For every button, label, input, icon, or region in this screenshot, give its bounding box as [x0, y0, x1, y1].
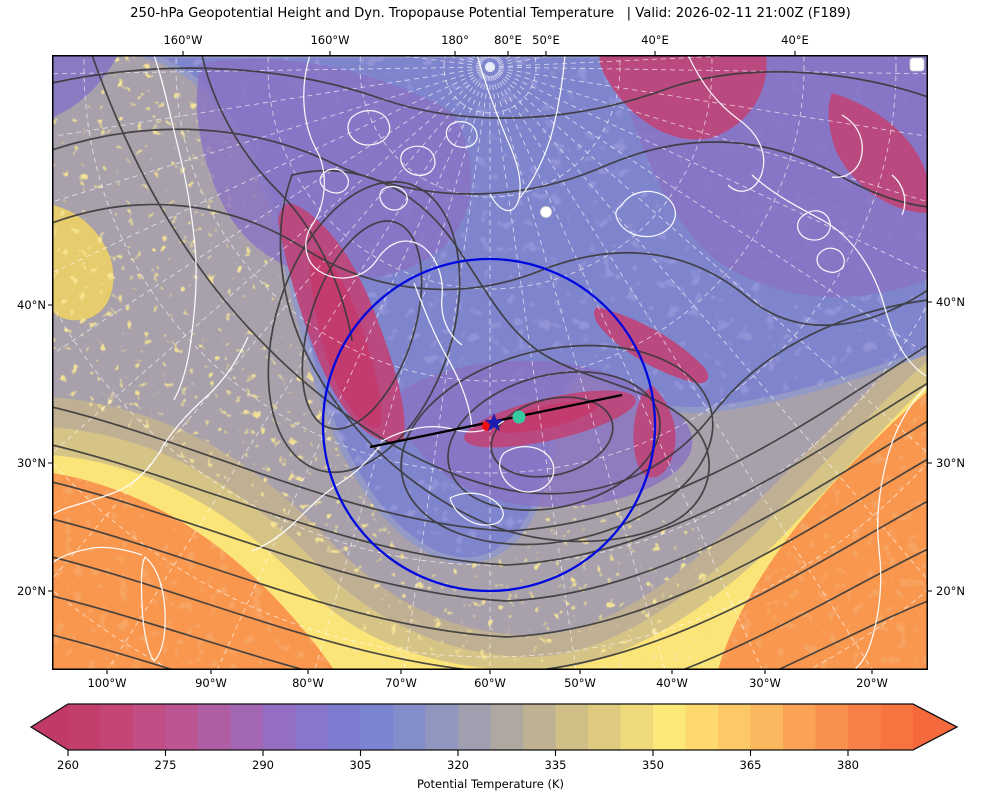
geopotential-height-contours [52, 55, 928, 670]
latlon-graticule [52, 55, 928, 670]
left-axis-tick-label: 40°N [17, 298, 46, 312]
colorbar-tick-label: 290 [252, 758, 274, 772]
top-axis-tick-label: 50°E [532, 33, 560, 47]
bottom-axis-tick-label: 60°W [474, 676, 506, 690]
colorbar-under-arrow [31, 704, 68, 750]
colorbar-tick-label: 380 [837, 758, 859, 772]
bottom-axis-tick-label: 70°W [385, 676, 417, 690]
colorbar-tick-label: 335 [544, 758, 567, 772]
colorbar-over-arrow [913, 704, 957, 750]
colorbar-tick-label: 320 [447, 758, 469, 772]
theta-blue-corner-patch [52, 55, 118, 118]
bottom-axis-tick-label: 40°W [656, 676, 688, 690]
right-axis-tick-label: 20°N [936, 584, 965, 598]
coastlines [52, 55, 928, 670]
left-axis-tick-label: 20°N [17, 584, 46, 598]
storm-center-star-marker [484, 413, 504, 432]
right-axis-tick-label: 40°N [936, 295, 965, 309]
right-axis-tick-label: 30°N [936, 456, 965, 470]
colorbar-tick-label: 260 [57, 758, 79, 772]
colorbar-swatches [68, 704, 913, 750]
pole-dot-marker [485, 62, 495, 72]
colorbar-tick-label: 275 [154, 758, 177, 772]
top-axis-tick-label: 80°E [494, 33, 522, 47]
map-border [52, 55, 928, 670]
range-ring-circle [321, 257, 657, 593]
bottom-axis-tick-label: 50°W [564, 676, 596, 690]
colorbar-outline [29, 703, 959, 751]
top-axis-tick-label: 180° [441, 33, 469, 47]
secondary-position-marker [512, 410, 526, 424]
top-axis-tick-label: 40°E [641, 33, 669, 47]
figure-title: 250-hPa Geopotential Height and Dyn. Tro… [130, 6, 851, 21]
colorbar-tick-label: 305 [349, 758, 372, 772]
colorbar-tick-label: 350 [642, 758, 664, 772]
top-axis-tick-label: 160°W [310, 33, 350, 47]
colorbar [29, 703, 959, 756]
colorbar-tick-marks [67, 750, 849, 756]
top-axis-tick-label: 160°W [163, 33, 203, 47]
map-plot [52, 55, 928, 670]
colorbar-axis-label: Potential Temperature (K) [416, 777, 565, 791]
bottom-axis-tick-label: 80°W [292, 676, 324, 690]
bottom-axis-tick-label: 100°W [87, 676, 127, 690]
bottom-axis-tick-label: 20°W [856, 676, 888, 690]
station-dot-marker [540, 206, 552, 218]
corner-square-marker [909, 57, 925, 72]
bottom-axis-tick-label: 90°W [195, 676, 227, 690]
top-axis-tick-label: 40°E [781, 33, 809, 47]
bottom-axis-tick-label: 30°W [749, 676, 781, 690]
colorbar-tick-label: 365 [739, 758, 762, 772]
left-axis-tick-label: 30°N [17, 456, 46, 470]
theta-crimson-cores [310, 250, 597, 433]
